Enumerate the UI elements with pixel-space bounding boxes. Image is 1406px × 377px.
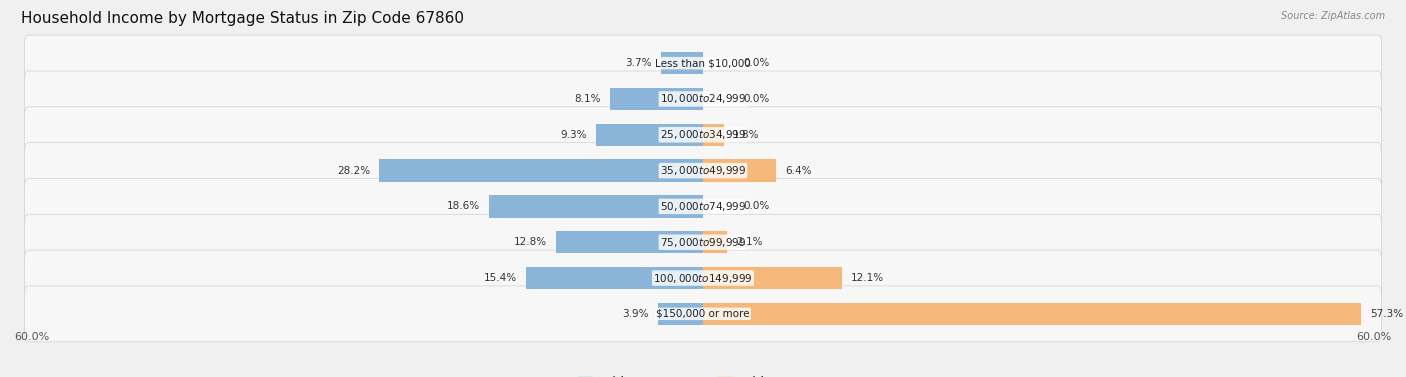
Text: 60.0%: 60.0% xyxy=(14,332,49,342)
Text: $25,000 to $34,999: $25,000 to $34,999 xyxy=(659,128,747,141)
Text: $75,000 to $99,999: $75,000 to $99,999 xyxy=(659,236,747,249)
FancyBboxPatch shape xyxy=(24,71,1382,127)
Bar xyxy=(703,303,1361,325)
Text: 0.0%: 0.0% xyxy=(744,201,769,211)
Text: Household Income by Mortgage Status in Zip Code 67860: Household Income by Mortgage Status in Z… xyxy=(21,11,464,26)
Bar xyxy=(703,159,776,182)
Bar xyxy=(526,267,703,289)
Bar xyxy=(703,231,727,253)
Text: 12.8%: 12.8% xyxy=(513,237,547,247)
Text: $50,000 to $74,999: $50,000 to $74,999 xyxy=(659,200,747,213)
Bar xyxy=(596,124,703,146)
Text: $150,000 or more: $150,000 or more xyxy=(657,309,749,319)
Text: 6.4%: 6.4% xyxy=(786,166,813,176)
FancyBboxPatch shape xyxy=(24,286,1382,342)
Text: 15.4%: 15.4% xyxy=(484,273,517,283)
Text: 60.0%: 60.0% xyxy=(1357,332,1392,342)
Text: 2.1%: 2.1% xyxy=(737,237,763,247)
Text: 8.1%: 8.1% xyxy=(574,94,600,104)
Text: 1.8%: 1.8% xyxy=(733,130,759,140)
Text: 0.0%: 0.0% xyxy=(744,94,769,104)
Text: 3.9%: 3.9% xyxy=(623,309,650,319)
Bar xyxy=(658,303,703,325)
Text: 18.6%: 18.6% xyxy=(447,201,481,211)
Bar xyxy=(555,231,703,253)
FancyBboxPatch shape xyxy=(24,214,1382,270)
FancyBboxPatch shape xyxy=(24,250,1382,306)
Bar xyxy=(380,159,703,182)
Text: 0.0%: 0.0% xyxy=(744,58,769,68)
FancyBboxPatch shape xyxy=(24,35,1382,91)
FancyBboxPatch shape xyxy=(24,178,1382,234)
Text: Source: ZipAtlas.com: Source: ZipAtlas.com xyxy=(1281,11,1385,21)
Text: 9.3%: 9.3% xyxy=(561,130,588,140)
Text: $35,000 to $49,999: $35,000 to $49,999 xyxy=(659,164,747,177)
Text: 3.7%: 3.7% xyxy=(624,58,651,68)
FancyBboxPatch shape xyxy=(24,107,1382,163)
Bar xyxy=(703,124,724,146)
Text: $10,000 to $24,999: $10,000 to $24,999 xyxy=(659,92,747,106)
FancyBboxPatch shape xyxy=(24,143,1382,199)
Text: 12.1%: 12.1% xyxy=(851,273,884,283)
Text: 28.2%: 28.2% xyxy=(337,166,370,176)
Bar xyxy=(489,195,703,218)
Text: 57.3%: 57.3% xyxy=(1369,309,1403,319)
Legend: Without Mortgage, With Mortgage: Without Mortgage, With Mortgage xyxy=(578,376,828,377)
Text: $100,000 to $149,999: $100,000 to $149,999 xyxy=(654,271,752,285)
Bar xyxy=(703,267,842,289)
Bar xyxy=(661,52,703,74)
Text: Less than $10,000: Less than $10,000 xyxy=(655,58,751,68)
Bar xyxy=(610,88,703,110)
